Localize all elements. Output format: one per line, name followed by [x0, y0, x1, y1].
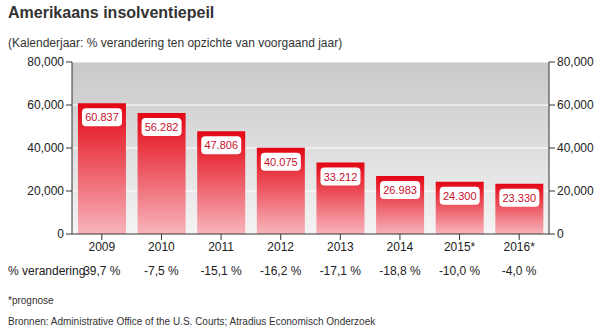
html-text:-16,2 %: -16,2 %: [260, 264, 302, 278]
html-text:Amerikaans insolventiepeil: Amerikaans insolventiepeil: [8, 4, 215, 21]
svg-text:2011: 2011: [208, 240, 234, 254]
svg-text:2013: 2013: [327, 240, 354, 254]
svg-text:20,000: 20,000: [557, 184, 594, 198]
svg-text:23.330: 23.330: [503, 192, 537, 204]
svg-text:33.212: 33.212: [324, 171, 358, 183]
svg-text:24.300: 24.300: [443, 190, 477, 202]
html-text:-17,1 %: -17,1 %: [319, 264, 361, 278]
svg-text:47.806: 47.806: [204, 139, 238, 151]
svg-text:60,000: 60,000: [27, 98, 64, 112]
svg-text:40,000: 40,000: [557, 141, 594, 155]
html-text:-18,8 %: -18,8 %: [379, 264, 421, 278]
svg-text:2015*: 2015*: [444, 240, 476, 254]
svg-text:40,000: 40,000: [27, 141, 64, 155]
svg-text:0: 0: [57, 227, 64, 241]
html-text:-10,0 %: -10,0 %: [438, 264, 481, 278]
html-text:-4,0 %: -4,0 %: [501, 264, 537, 278]
svg-text:20,000: 20,000: [27, 184, 64, 198]
svg-text:2012: 2012: [267, 240, 294, 254]
html-text:(Kalenderjaar: % verandering t: (Kalenderjaar: % verandering ten opzicht…: [8, 36, 343, 50]
html-text:*prognose: *prognose: [8, 295, 54, 306]
svg-text:2014: 2014: [387, 240, 414, 254]
svg-text:26.983: 26.983: [383, 184, 417, 196]
html-text:% verandering: % verandering: [8, 264, 86, 278]
svg-text:0: 0: [557, 227, 564, 241]
html-text:39,7 %: 39,7 %: [83, 264, 121, 278]
svg-text:2016*: 2016*: [504, 240, 536, 254]
svg-text:56.282: 56.282: [145, 121, 179, 133]
svg-text:80,000: 80,000: [27, 55, 64, 69]
svg-text:2010: 2010: [148, 240, 175, 254]
svg-text:60,000: 60,000: [557, 98, 594, 112]
svg-text:2009: 2009: [88, 240, 115, 254]
svg-text:40.075: 40.075: [264, 156, 298, 168]
html-text:Bronnen: Administrative Office: Bronnen: Administrative Office of the U.…: [8, 316, 376, 327]
html-text:-7,5 %: -7,5 %: [144, 264, 179, 278]
html-text:-15,1 %: -15,1 %: [200, 264, 242, 278]
svg-text:60.837: 60.837: [85, 111, 119, 123]
svg-text:80,000: 80,000: [557, 55, 594, 69]
